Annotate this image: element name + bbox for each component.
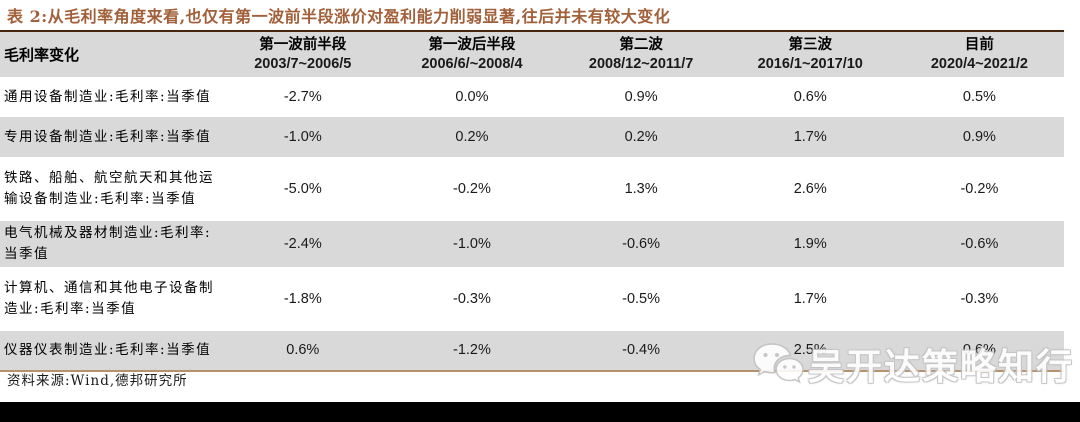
- column-date-range: 2008/12~2011/7: [588, 55, 694, 72]
- cell-value: -0.2%: [452, 181, 491, 197]
- table-header: 毛利率变化 第一波前半段 2003/7~2006/5 第一波后半段 2006/6…: [0, 31, 1064, 77]
- cell-value: 0.9%: [624, 89, 658, 105]
- column-date-range: 2020/4~2021/2: [930, 55, 1028, 72]
- cell-value: -0.3%: [960, 290, 999, 307]
- cell-value: 2.6%: [793, 181, 827, 197]
- cell-value: 0.5%: [962, 89, 996, 105]
- cell-value: -0.4%: [622, 342, 661, 359]
- industry-label: 专用设备制造业:毛利率:当季值: [4, 128, 212, 145]
- table-body: 通用设备制造业:毛利率:当季值 -2.7% 0.0% 0.9% 0.6% 0.5…: [0, 77, 1064, 371]
- cell-value: 0.6%: [962, 342, 996, 359]
- bottom-bar: [0, 402, 1080, 422]
- cell-value: 1.9%: [793, 235, 827, 252]
- table-row: 仪器仪表制造业:毛利率:当季值 0.6% -1.2% -0.4% 2.5% 0.…: [0, 330, 1064, 371]
- cell-value: 2.5%: [793, 342, 827, 359]
- cell-value: -5.0%: [283, 181, 322, 197]
- industry-label: 铁路、船舶、航空航天和其他运输设备制造业:毛利率:当季值: [4, 170, 214, 207]
- header-row: 毛利率变化 第一波前半段 2003/7~2006/5 第一波后半段 2006/6…: [0, 31, 1064, 77]
- table-row: 专用设备制造业:毛利率:当季值 -1.0% 0.2% 0.2% 1.7% 0.9…: [0, 117, 1064, 157]
- cell-value: 0.2%: [455, 129, 489, 145]
- table-row: 电气机械及器材制造业:毛利率:当季值 -2.4% -1.0% -0.6% 1.9…: [0, 221, 1064, 267]
- cell-value: 1.3%: [624, 181, 658, 197]
- cell-value: -0.2%: [960, 181, 999, 197]
- column-header-wave1-first: 第一波前半段 2003/7~2006/5: [218, 31, 387, 77]
- column-wave-label: 第二波: [619, 36, 663, 54]
- cell-value: -2.7%: [283, 89, 322, 105]
- cell-value: -1.0%: [452, 235, 491, 252]
- cell-value: 0.6%: [286, 342, 320, 359]
- column-header-wave1-second: 第一波后半段 2006/6/~2008/4: [387, 31, 556, 77]
- column-header-current: 目前 2020/4~2021/2: [895, 31, 1064, 77]
- cell-value: 0.6%: [793, 89, 827, 105]
- column-date-range: 2016/1~2017/10: [757, 55, 863, 72]
- corner-header: 毛利率变化: [4, 46, 80, 64]
- column-wave-label: 第一波后半段: [428, 36, 516, 54]
- cell-value: 0.2%: [624, 129, 658, 145]
- gross-margin-table: 毛利率变化 第一波前半段 2003/7~2006/5 第一波后半段 2006/6…: [0, 30, 1064, 372]
- column-wave-label: 第一波前半段: [259, 36, 347, 54]
- table-row: 通用设备制造业:毛利率:当季值 -2.7% 0.0% 0.9% 0.6% 0.5…: [0, 77, 1064, 117]
- cell-value: -1.0%: [283, 129, 322, 145]
- cell-value: 0.0%: [455, 89, 489, 105]
- industry-label: 电气机械及器材制造业:毛利率:当季值: [4, 225, 212, 262]
- industry-label: 通用设备制造业:毛利率:当季值: [4, 88, 212, 105]
- cell-value: -1.8%: [283, 290, 322, 307]
- cell-value: 1.7%: [793, 129, 827, 145]
- cell-value: -0.5%: [622, 290, 661, 307]
- cell-value: -2.4%: [283, 235, 322, 252]
- industry-label: 计算机、通信和其他电子设备制造业:毛利率:当季值: [4, 279, 214, 317]
- column-date-range: 2006/6/~2008/4: [421, 55, 523, 72]
- cell-value: -0.6%: [622, 235, 661, 252]
- cell-value: 0.9%: [962, 129, 996, 145]
- cell-value: -0.3%: [452, 290, 491, 307]
- column-wave-label: 目前: [964, 36, 994, 54]
- column-header-wave2: 第二波 2008/12~2011/7: [557, 31, 726, 77]
- source-note: 资料来源:Wind,德邦研究所: [7, 373, 188, 389]
- table-row: 铁路、船舶、航空航天和其他运输设备制造业:毛利率:当季值 -5.0% -0.2%…: [0, 157, 1064, 221]
- cell-value: -1.2%: [452, 342, 491, 359]
- column-wave-label: 第三波: [788, 36, 833, 54]
- cell-value: 1.7%: [793, 290, 827, 307]
- industry-label: 仪器仪表制造业:毛利率:当季值: [4, 341, 212, 358]
- cell-value: -0.6%: [960, 235, 999, 252]
- column-date-range: 2003/7~2006/5: [254, 55, 352, 72]
- table-title: 表 2:从毛利率角度来看,也仅有第一波前半段涨价对盈利能力削弱显著,往后并未有较…: [7, 7, 671, 26]
- table-row: 计算机、通信和其他电子设备制造业:毛利率:当季值 -1.8% -0.3% -0.…: [0, 267, 1064, 331]
- column-header-wave3: 第三波 2016/1~2017/10: [726, 31, 895, 77]
